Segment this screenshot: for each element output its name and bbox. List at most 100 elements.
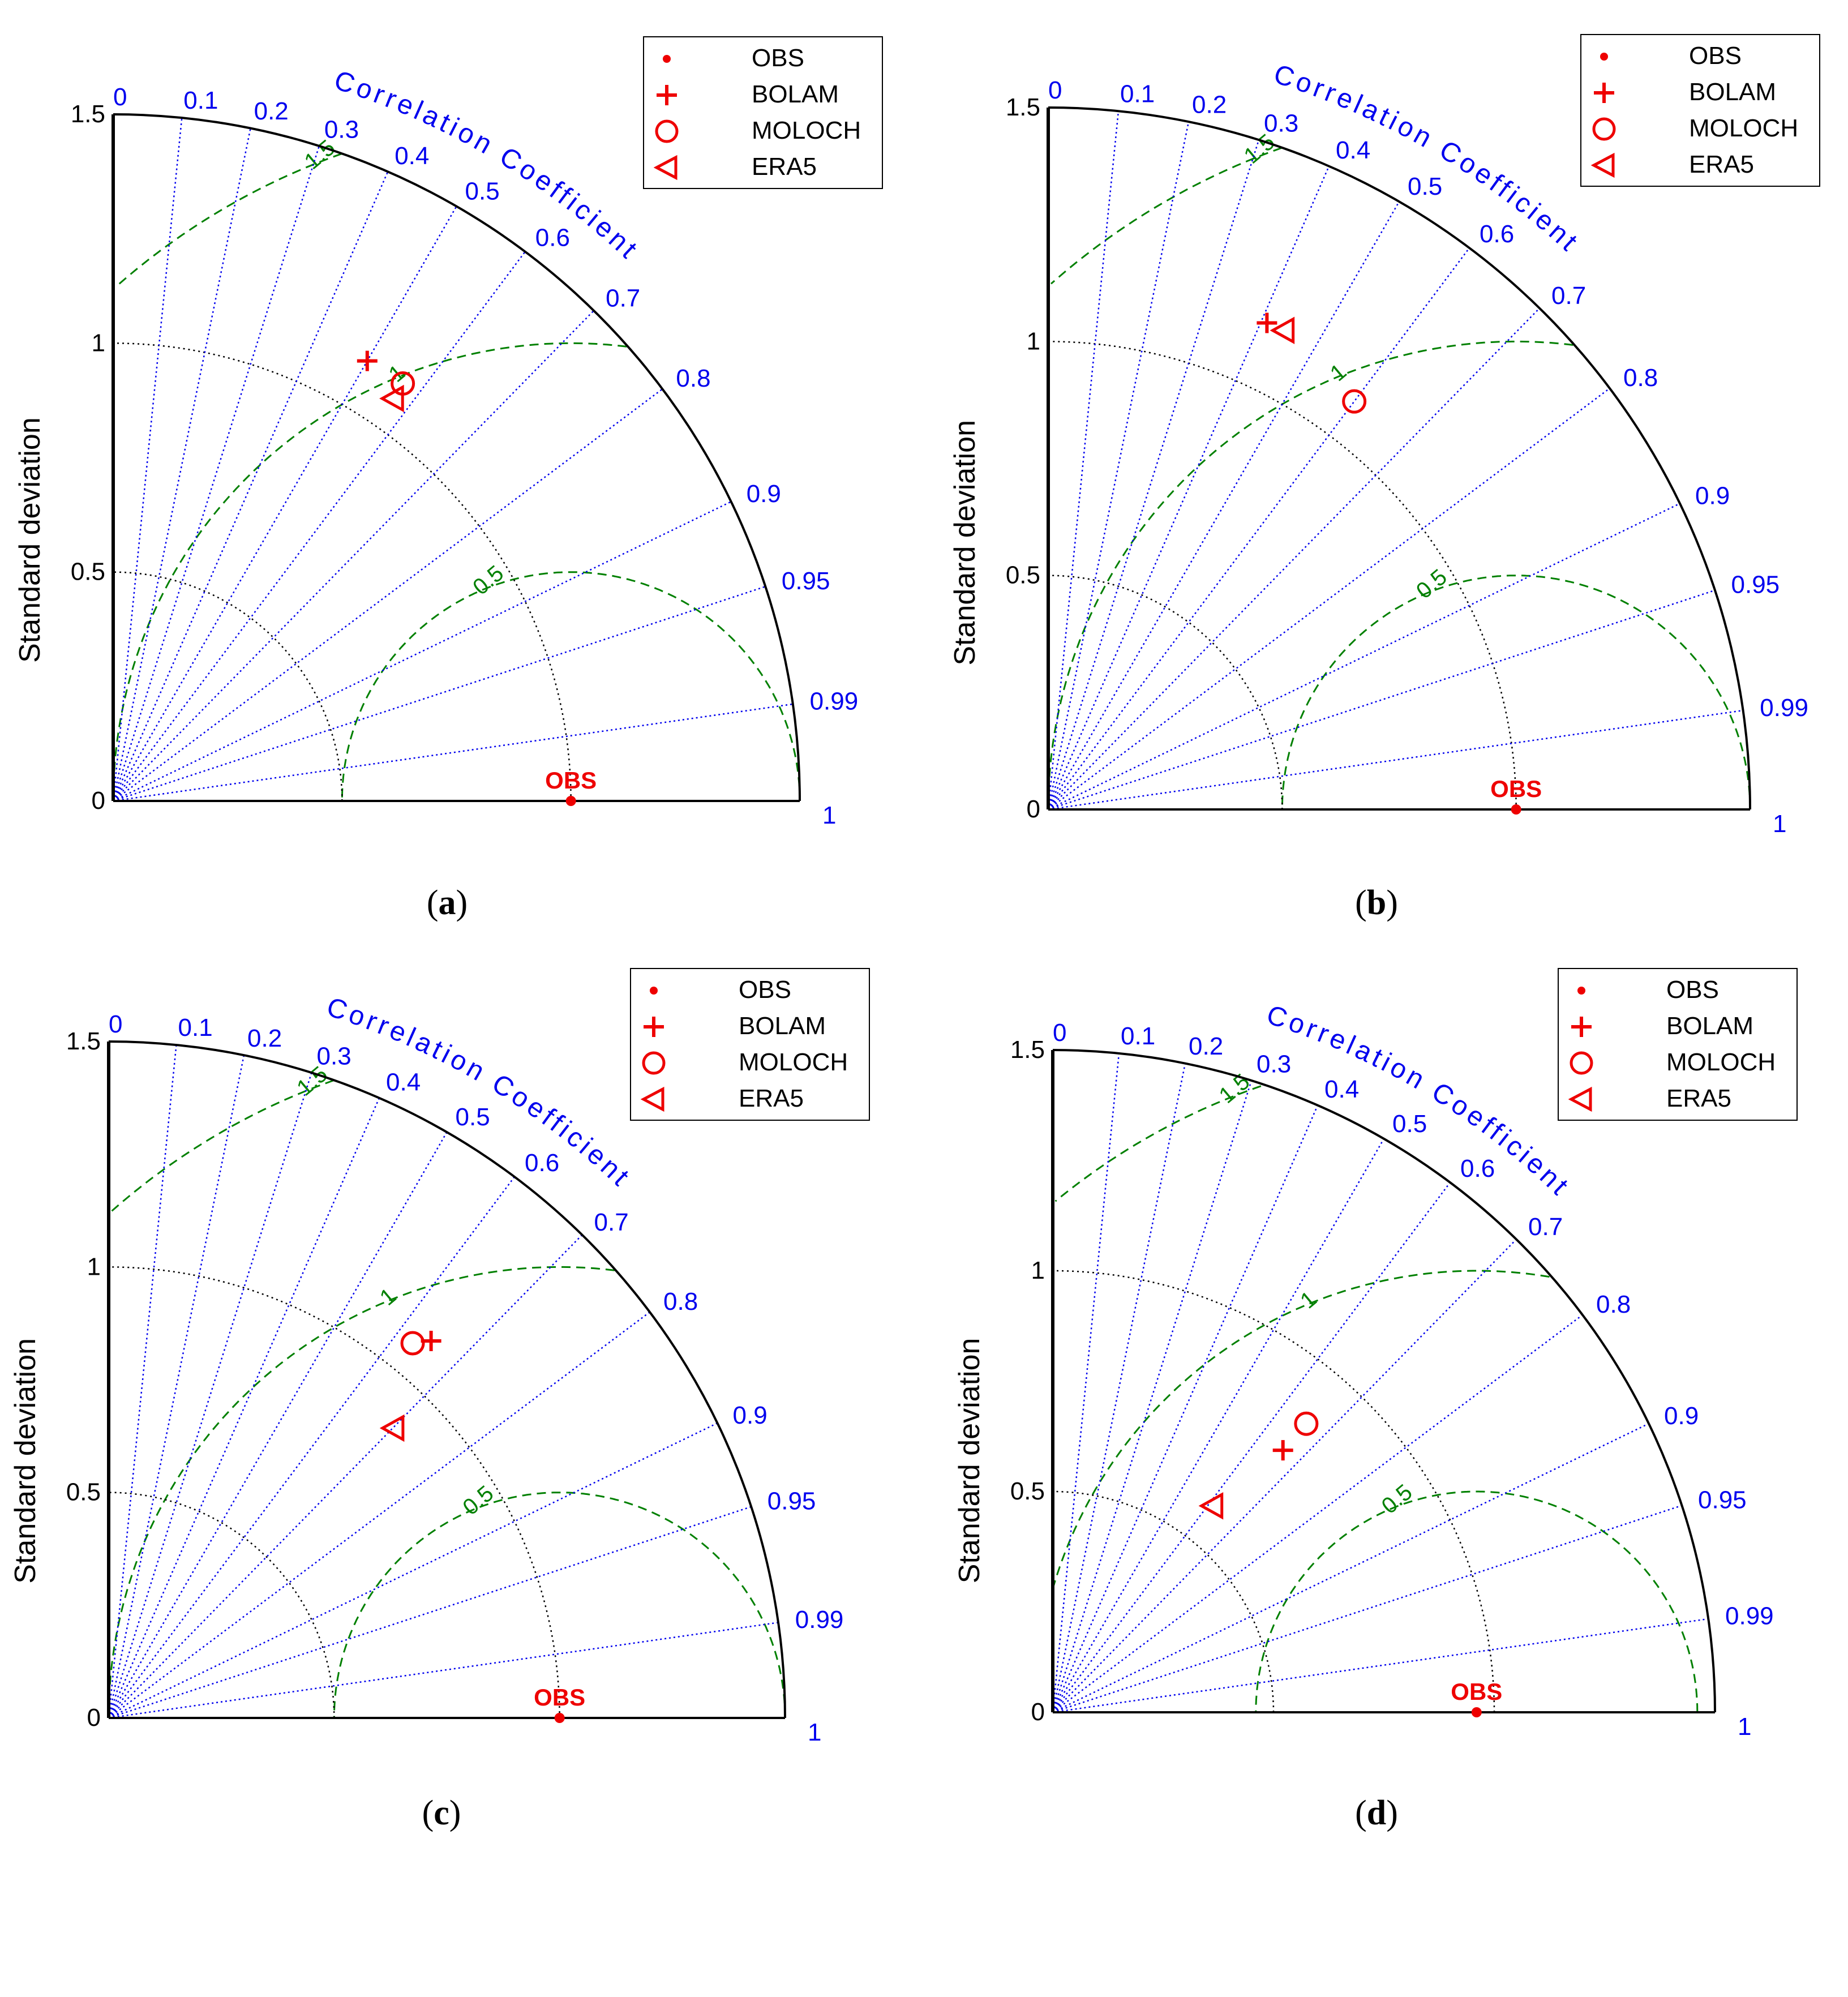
correlation-tick: 0.4: [1324, 1075, 1359, 1103]
correlation-tick: 0.9: [1664, 1402, 1699, 1430]
legend-label: ERA5: [1666, 1085, 1731, 1112]
correlation-tick: 0.4: [395, 142, 429, 170]
correlation-ray: [112, 251, 526, 802]
y-axis-label: Standard deviation: [953, 1338, 986, 1584]
panel-letter: b: [1366, 884, 1387, 922]
legend-item-bolam: BOLAM: [1581, 74, 1819, 108]
correlation-ray: [112, 117, 183, 802]
rmsd-arc: [110, 1079, 335, 1212]
y-axis-label: Standard deviation: [949, 420, 981, 666]
legend-item-era5: ERA5: [1581, 146, 1819, 180]
legend-item-moloch: MOLOCH: [1559, 1044, 1796, 1078]
rmsd-label: 0.5: [1412, 564, 1452, 603]
legend-label: BOLAM: [739, 1012, 826, 1040]
legend-label: MOLOCH: [1666, 1048, 1776, 1076]
bolam-point: [357, 350, 378, 371]
moloch-point: [1342, 389, 1367, 414]
correlation-ray: [1052, 1505, 1682, 1713]
correlation-ray: [108, 1072, 312, 1719]
correlation-tick: 0.95: [768, 1487, 816, 1515]
correlation-tick: 1: [1738, 1713, 1751, 1741]
correlation-tick: 0: [1048, 76, 1062, 104]
correlation-tick: 1: [808, 1719, 821, 1746]
correlation-ray: [113, 703, 794, 802]
panel-label: (c): [422, 1794, 461, 1832]
correlation-ray: [1048, 388, 1610, 810]
panel-letter: a: [438, 884, 456, 922]
legend: OBS BOLAM MOLOCH ERA5: [643, 36, 883, 189]
correlation-tick: 0.2: [247, 1025, 282, 1052]
correlation-ray: [113, 388, 663, 802]
obs-annotation: OBS: [1490, 775, 1542, 802]
correlation-ray: [1052, 1080, 1253, 1713]
correlation-ray: [1052, 1182, 1451, 1713]
correlation-tick: 0.99: [795, 1606, 844, 1634]
legend-item-obs: OBS: [1559, 971, 1796, 1005]
std-tick: 0.5: [1006, 562, 1040, 589]
correlation-ray: [1047, 139, 1260, 810]
correlation-tick: 0.3: [1264, 109, 1298, 137]
outer-arc: [108, 1040, 786, 1719]
obs-annotation: OBS: [545, 767, 597, 794]
std-arc: [1052, 1270, 1495, 1713]
correlation-tick: 0.95: [1698, 1486, 1747, 1514]
correlation-tick: 0: [113, 83, 127, 111]
correlation-tick: 0.8: [676, 365, 710, 392]
std-arc: [113, 342, 572, 802]
rmsd-arc: [1052, 1270, 1550, 1587]
correlation-ray: [1048, 247, 1470, 810]
era5-point: [1198, 1492, 1224, 1520]
panel-letter: c: [434, 1794, 449, 1832]
bolam-point: [1257, 312, 1277, 333]
plus-icon: [1571, 1017, 1592, 1037]
legend-label: BOLAM: [752, 80, 839, 108]
legend-item-era5: ERA5: [1559, 1080, 1796, 1114]
legend-label: MOLOCH: [752, 117, 861, 144]
obs-point: [565, 796, 576, 806]
legend-item-bolam: BOLAM: [1559, 1008, 1796, 1042]
triangle-icon: [1590, 152, 1615, 178]
rmsd-arc: [1051, 147, 1283, 285]
plus-icon: [657, 85, 677, 105]
correlation-tick: 0.6: [525, 1149, 559, 1177]
correlation-ray: [108, 1422, 718, 1719]
legend-item-moloch: MOLOCH: [631, 1044, 869, 1078]
std-tick: 1: [1031, 1257, 1045, 1284]
correlation-tick: 0.99: [1760, 694, 1808, 722]
legend: OBS BOLAM MOLOCH ERA5: [630, 968, 870, 1121]
era5-point: [1270, 316, 1295, 344]
correlation-tick: 0.7: [606, 284, 640, 312]
dot-icon: [1600, 53, 1608, 61]
correlation-ray: [1052, 1314, 1583, 1713]
correlation-tick: 0.5: [1408, 173, 1442, 200]
std-tick: 0: [1031, 1698, 1045, 1726]
dot-icon: [1577, 987, 1585, 995]
correlation-tick: 0.9: [1695, 482, 1730, 509]
panel-d: 0.5 1 1.5 0 0.1 0.2 0.3 0.4 0.5 0.6 0.7 0.8 0.9 0.95 0…: [924, 917, 1847, 1834]
rmsd-arc: [1281, 575, 1751, 809]
correlation-ray: [112, 128, 251, 802]
correlation-axis-label-text: Correlation Coefficient: [323, 992, 634, 1194]
correlation-tick: 0.5: [456, 1103, 490, 1131]
correlation-tick: 0.8: [1623, 364, 1658, 392]
correlation-ray: [112, 145, 320, 802]
moloch-point: [400, 1331, 425, 1356]
correlation-tick: 0.95: [1731, 571, 1780, 598]
correlation-ray: [112, 171, 389, 802]
std-tick: 1.5: [71, 100, 105, 128]
obs-annotation: OBS: [534, 1684, 585, 1711]
correlation-ray: [108, 1132, 448, 1719]
std-arc: [113, 571, 343, 802]
correlation-ray: [1047, 166, 1330, 810]
y-axis-label: Standard deviation: [9, 1338, 42, 1584]
legend-label: BOLAM: [1689, 78, 1777, 106]
correlation-ray: [1052, 1422, 1649, 1713]
legend-label: ERA5: [1689, 151, 1754, 178]
correlation-ray: [113, 310, 594, 802]
correlation-ray: [108, 1312, 650, 1719]
correlation-tick: 0.6: [1460, 1155, 1495, 1182]
correlation-tick: 0.6: [1480, 220, 1514, 248]
correlation-ray: [113, 501, 732, 802]
correlation-ray: [1052, 1063, 1186, 1713]
correlation-axis-label-text: Correlation Coefficient: [1270, 59, 1582, 259]
